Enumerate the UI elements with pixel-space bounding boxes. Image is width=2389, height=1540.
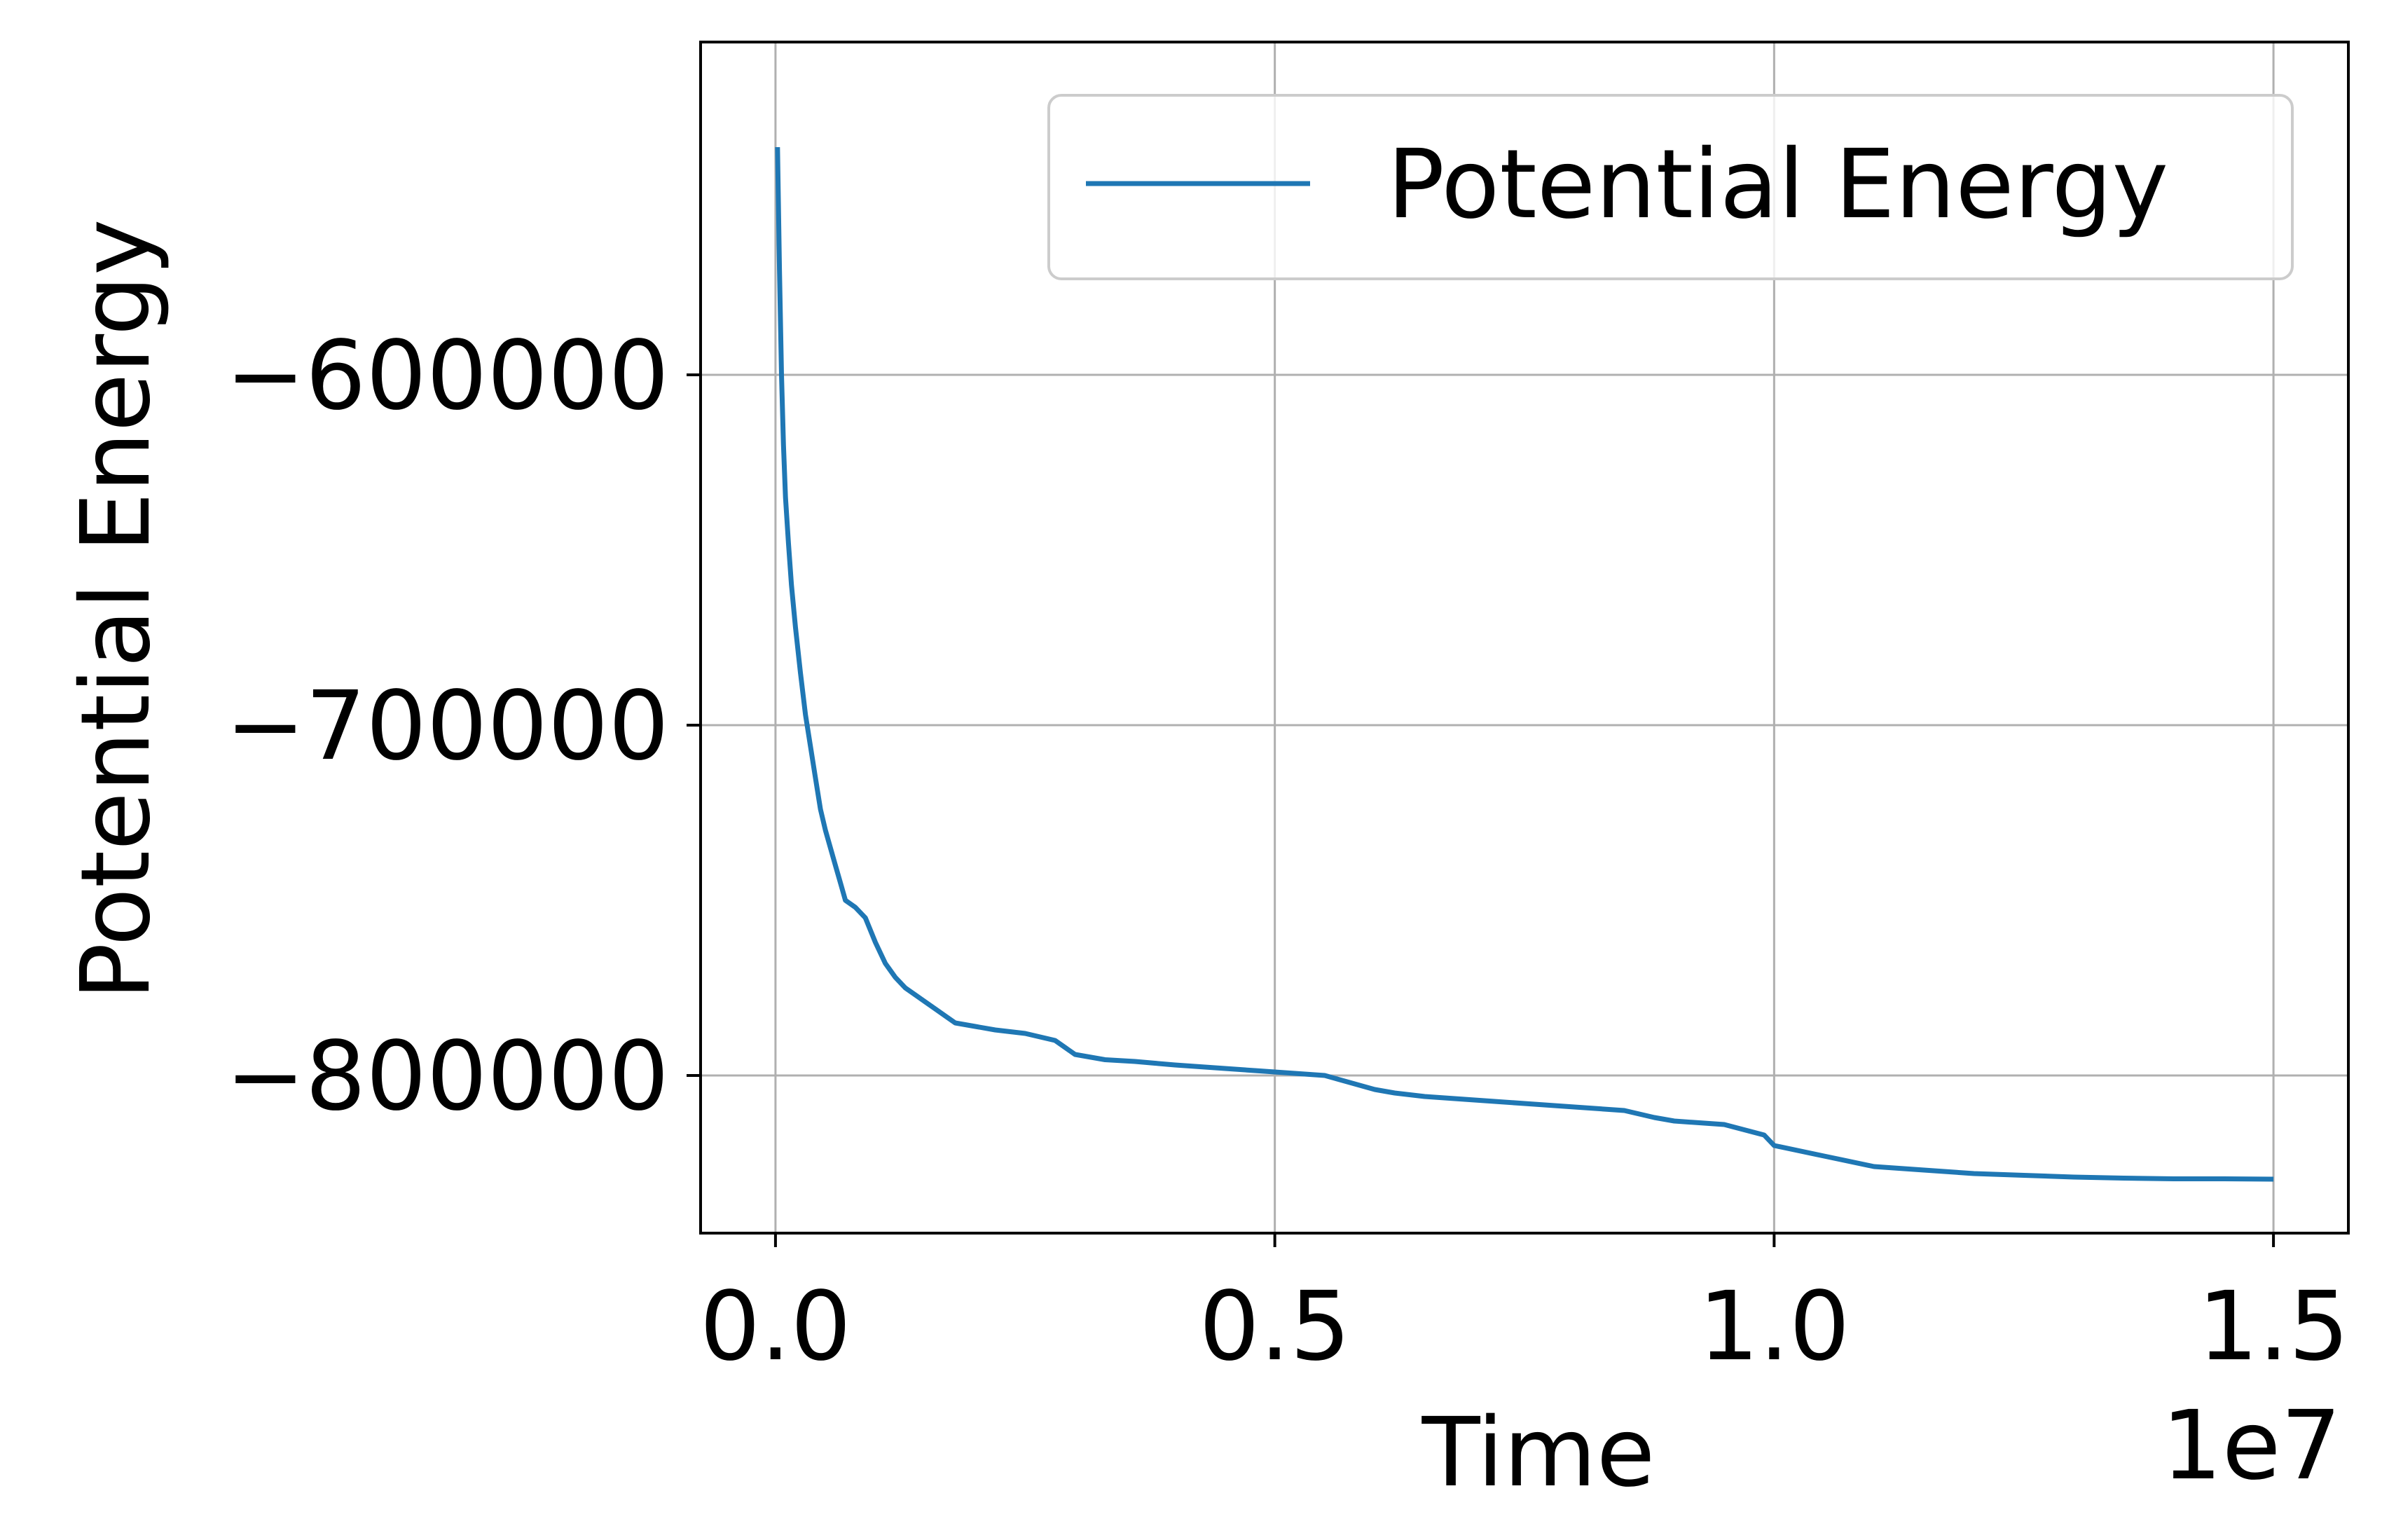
y-tick-label: −700000 xyxy=(226,671,669,782)
legend-label-potential-energy: Potential Energy xyxy=(1387,130,2168,240)
x-tick-label: 0.0 xyxy=(700,1272,851,1382)
legend-box xyxy=(1047,94,2294,280)
tick-labels: 0.0 0.5 1.0 1.5 −600000 −700000 −800000 xyxy=(226,321,2349,1382)
x-axis-offset-label: 1e7 xyxy=(2161,1391,2341,1501)
y-tick-label: −600000 xyxy=(226,321,669,432)
y-axis-label: Potential Energy xyxy=(61,219,172,1000)
axes-frame xyxy=(699,41,2350,1235)
x-tick-label: 0.5 xyxy=(1199,1272,1350,1382)
y-tick-label: −800000 xyxy=(226,1022,669,1132)
x-tick-label: 1.0 xyxy=(1698,1272,1850,1382)
series-line-potential-energy xyxy=(775,146,2274,1182)
axis-ticks xyxy=(687,373,2276,1247)
x-tick-label: 1.5 xyxy=(2198,1272,2349,1382)
legend: Potential Energy xyxy=(1047,94,2294,280)
x-axis-label: Time xyxy=(1421,1398,1655,1508)
